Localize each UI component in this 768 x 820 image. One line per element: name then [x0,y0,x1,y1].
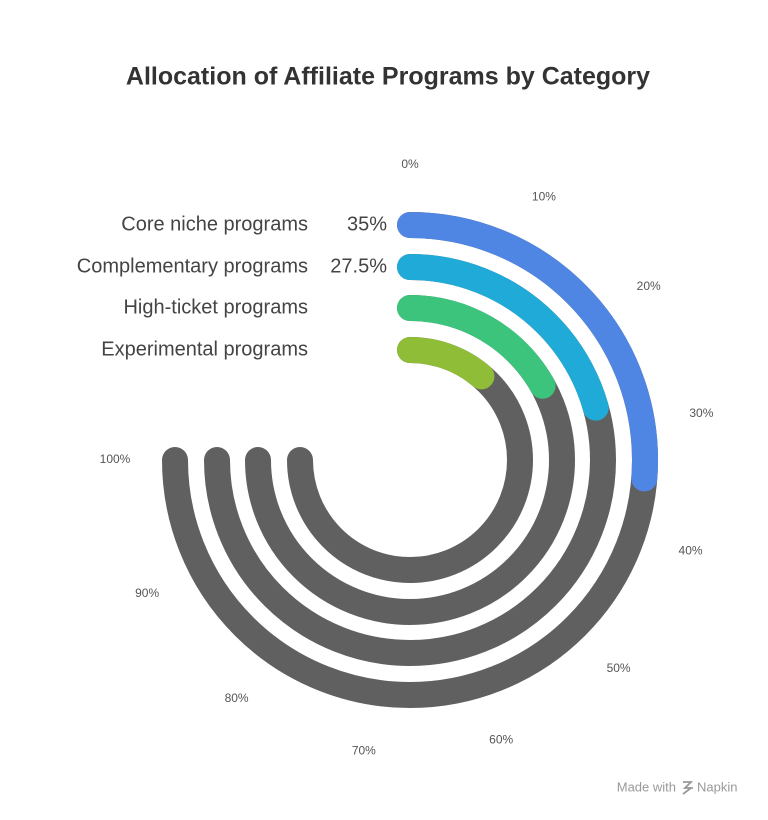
bar-arc [397,295,556,399]
tick-label: 0% [401,157,419,171]
tick-label: 20% [637,279,661,293]
napkin-logo [682,781,694,795]
tick-label: 80% [225,691,249,705]
footer-brand: Napkin [697,779,737,794]
tick-label: 50% [607,661,631,675]
category-label: Experimental programs [101,338,308,360]
tick-label: 10% [532,189,556,203]
bar-arc [397,212,658,492]
category-label: Complementary programs [77,255,308,277]
tick-label: 100% [100,452,131,466]
tick-label: 30% [689,406,713,420]
category-label: Core niche programs [121,213,308,235]
tick-label: 40% [679,543,703,557]
tick-label: 60% [489,733,513,747]
bar-arc [397,337,495,390]
category-label: High-ticket programs [123,296,308,318]
value-label: 27.5% [330,255,387,277]
bar-arc [397,254,609,421]
chart-title: Allocation of Affiliate Programs by Cate… [126,63,650,91]
value-label: 35% [347,213,387,235]
tick-label: 90% [135,586,159,600]
tick-label: 70% [352,744,376,758]
footer-text: Made with [617,779,676,794]
